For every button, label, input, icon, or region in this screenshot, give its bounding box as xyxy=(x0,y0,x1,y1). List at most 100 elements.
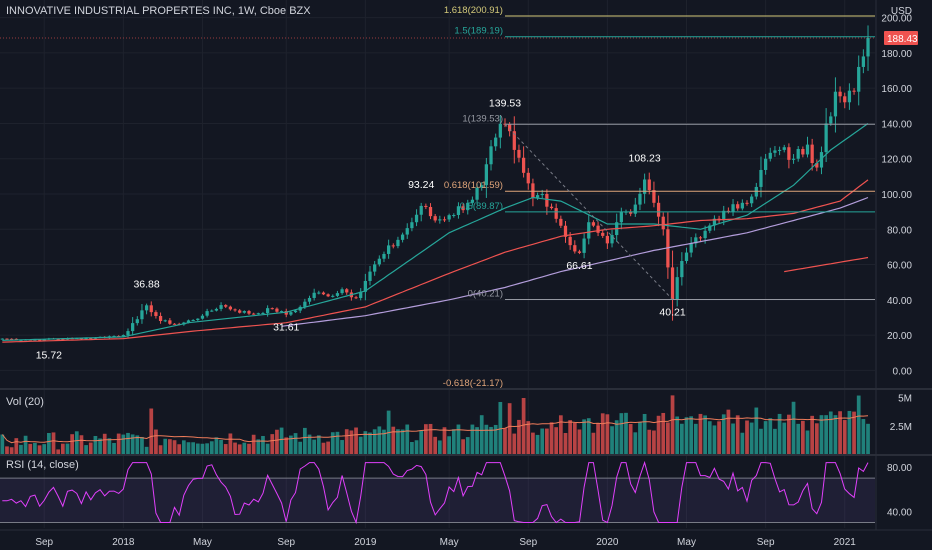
volume-bar xyxy=(540,428,545,454)
candle-body xyxy=(540,194,544,196)
candle-body xyxy=(42,339,46,341)
price-annotation: 40.21 xyxy=(659,306,685,318)
volume-bar xyxy=(549,422,554,454)
volume-bar xyxy=(154,429,158,454)
candle-body xyxy=(563,225,568,237)
volume-bar xyxy=(340,440,344,454)
candle-body xyxy=(256,313,260,315)
candle-body xyxy=(796,149,800,159)
volume-bar xyxy=(614,420,619,454)
y-axis-tick-label: 140.00 xyxy=(881,119,912,130)
volume-bar xyxy=(568,420,573,454)
volume-bar xyxy=(130,434,135,454)
x-axis-tick-label: May xyxy=(440,537,459,548)
candle-body xyxy=(736,204,740,209)
candle-body xyxy=(419,205,423,215)
candle-body xyxy=(456,206,461,215)
volume-bar xyxy=(186,442,191,454)
volume-bar xyxy=(745,420,749,454)
candle-body xyxy=(452,214,456,216)
candle-body xyxy=(442,219,447,221)
volume-bar xyxy=(400,429,405,454)
volume-bar xyxy=(177,444,182,454)
volume-bar xyxy=(433,436,438,454)
candle-body xyxy=(466,202,470,211)
candle-body xyxy=(633,204,637,214)
y-axis-tick-label: 80.00 xyxy=(887,225,912,236)
rsi-line xyxy=(2,460,869,525)
volume-bar xyxy=(656,415,661,454)
candle-body xyxy=(815,163,819,168)
volume-bar xyxy=(316,435,321,454)
volume-bar xyxy=(698,413,703,454)
candle-body xyxy=(242,311,246,313)
volume-bar xyxy=(703,415,707,454)
volume-bar xyxy=(200,443,205,454)
volume-bar xyxy=(363,431,368,454)
volume-bar xyxy=(9,447,14,454)
volume-bar xyxy=(489,426,493,454)
volume-bar xyxy=(479,415,484,454)
candle-body xyxy=(731,204,735,212)
candle-body xyxy=(438,219,442,221)
candle-body xyxy=(521,157,526,173)
volume-bar xyxy=(428,423,433,454)
volume-bar xyxy=(158,445,163,454)
volume-bar xyxy=(98,438,102,454)
candle-body xyxy=(219,305,223,309)
volume-bar xyxy=(596,423,600,454)
volume-bar xyxy=(405,424,410,454)
candle-body xyxy=(410,222,414,229)
volume-bar xyxy=(79,435,84,454)
volume-bar xyxy=(358,436,363,454)
volume-bar xyxy=(251,434,256,454)
rsi-tick-label: 80.00 xyxy=(887,463,912,474)
volume-bar xyxy=(717,421,721,454)
candle-body xyxy=(559,218,563,226)
volume-bar xyxy=(205,443,209,454)
volume-bar xyxy=(181,440,186,454)
candle-body xyxy=(782,147,786,150)
candle-body xyxy=(210,310,214,312)
volume-bar xyxy=(838,411,842,454)
candle-body xyxy=(84,338,88,340)
candle-body xyxy=(773,150,777,153)
volume-bar xyxy=(591,432,596,454)
candle-body xyxy=(0,338,4,340)
fib-level-label: 0.618(101.59) xyxy=(444,180,503,191)
candle-body xyxy=(605,235,610,244)
volume-bar xyxy=(237,444,242,454)
volume-bar xyxy=(610,426,614,454)
volume-bar xyxy=(195,443,200,454)
candle-body xyxy=(158,315,163,321)
volume-bar xyxy=(126,432,130,454)
y-axis-tick-label: 60.00 xyxy=(887,261,912,272)
y-axis-tick-label: 180.00 xyxy=(881,49,912,60)
candle-body xyxy=(689,243,693,253)
volume-bar xyxy=(731,423,735,454)
candle-body xyxy=(303,301,307,307)
volume-bar xyxy=(521,397,526,454)
current-price-badge xyxy=(884,31,918,46)
volume-bar xyxy=(42,444,47,454)
volume-bar xyxy=(209,441,214,454)
volume-bar xyxy=(307,434,312,454)
candle-body xyxy=(196,318,200,321)
volume-bar xyxy=(498,401,503,454)
volume-bar xyxy=(773,428,777,454)
candle-body xyxy=(694,237,698,244)
volume-bar xyxy=(51,432,56,454)
volume-bar xyxy=(121,434,126,454)
candle-body xyxy=(508,124,512,132)
fib-level-label: 0.5(89.87) xyxy=(460,201,503,212)
candle-body xyxy=(740,202,744,209)
volume-bar xyxy=(163,438,168,454)
volume-bar xyxy=(633,432,638,454)
volume-bar xyxy=(88,442,93,454)
volume-bar xyxy=(503,428,507,454)
candle-body xyxy=(847,90,852,103)
y-axis-tick-label: 0.00 xyxy=(893,366,913,377)
candle-body xyxy=(396,239,400,247)
candle-body xyxy=(582,238,586,253)
